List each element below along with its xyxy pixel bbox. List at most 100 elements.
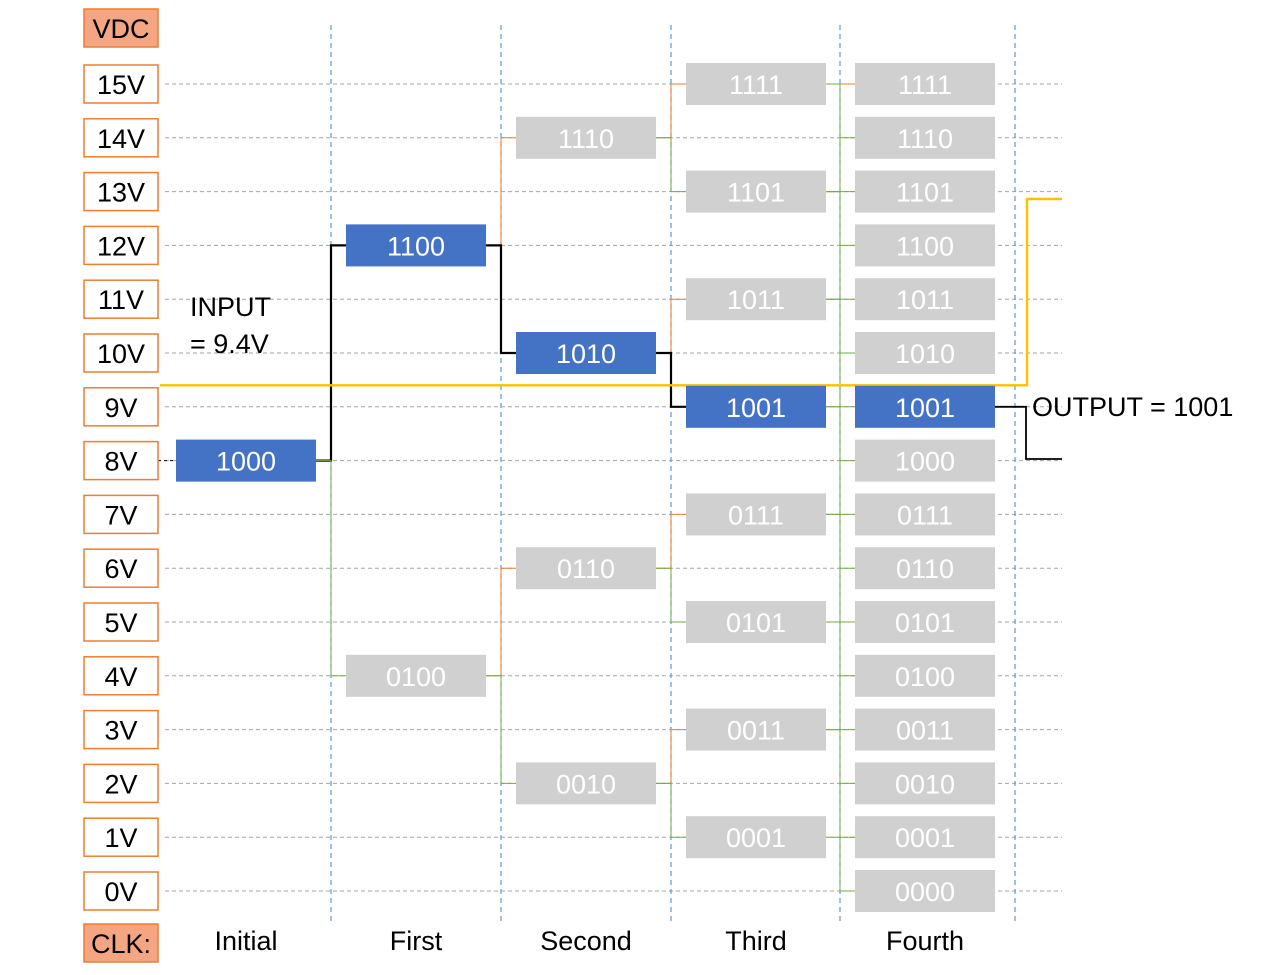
voltage-box-frame <box>83 333 159 373</box>
code-label: 0010 <box>556 769 616 799</box>
code-box-fill <box>855 601 995 643</box>
voltage-box: 3V <box>83 709 159 750</box>
active-path-wire <box>486 244 516 355</box>
voltage-box-text: 0V <box>104 877 137 907</box>
code-box-fill <box>855 170 995 213</box>
active-code-box: 1010 <box>516 332 656 374</box>
code-box-fill <box>346 654 486 697</box>
voltage-box: 10V <box>83 333 159 373</box>
code-box-fill <box>516 332 656 374</box>
code-label: 0100 <box>386 662 446 692</box>
active-path-wire <box>656 351 686 408</box>
clock-step-label: Fourth <box>886 926 964 956</box>
voltage-box-text: 2V <box>104 769 137 799</box>
voltage-box: 4V <box>83 656 159 696</box>
code-box-fill <box>855 547 995 590</box>
active-code-box: 1001 <box>855 385 995 428</box>
voltage-box-text: 13V <box>97 178 145 208</box>
code-box-fill <box>855 63 995 105</box>
code-box-fill <box>516 116 656 159</box>
input-line-group <box>160 197 1062 387</box>
inactive-code-box: 0111 <box>855 493 995 536</box>
inactive-code-box: 0101 <box>855 601 995 643</box>
code-box-fill <box>855 654 995 697</box>
code-box-fill <box>855 332 995 374</box>
code-label: 1010 <box>895 339 955 369</box>
voltage-box-text: 15V <box>97 70 145 100</box>
branch-wire <box>486 675 516 784</box>
code-boxes: 1000 1100 0100 1110 1010 0110 0010 1111 1101 1011… <box>176 63 995 912</box>
code-box-fill <box>516 547 656 590</box>
voltage-box-frame <box>83 763 159 804</box>
voltage-box-frame <box>83 225 159 266</box>
code-label: 1100 <box>387 231 445 261</box>
voltage-box-text: 9V <box>104 393 137 423</box>
code-label: 1110 <box>558 124 614 154</box>
code-label: 1000 <box>895 447 955 477</box>
branch-wire <box>826 513 855 623</box>
input-label-line2: = 9.4V <box>190 329 269 359</box>
voltage-box: 15V <box>83 64 159 104</box>
inactive-code-box: 0010 <box>855 762 995 805</box>
voltage-box-text: 7V <box>104 500 137 530</box>
voltage-box-frame <box>83 279 159 319</box>
inactive-code-box: 0000 <box>855 870 995 912</box>
code-label: 0011 <box>727 716 785 746</box>
voltage-box: 2V <box>83 763 159 804</box>
clock-step-label: Third <box>725 926 787 956</box>
inactive-code-box: 0100 <box>855 654 995 697</box>
code-label: 0001 <box>895 823 955 853</box>
branch-wire <box>656 513 686 569</box>
code-label: 0000 <box>895 877 955 907</box>
code-label: 1110 <box>897 124 953 154</box>
code-label: 1101 <box>896 178 954 208</box>
code-box-fill <box>346 224 486 267</box>
code-box-fill <box>686 816 826 859</box>
code-label: 0101 <box>895 608 955 638</box>
code-box-fill <box>686 170 826 213</box>
labels: INPUT = 9.4V OUTPUT = 1001 <box>190 292 1233 422</box>
inactive-code-box: 0110 <box>516 547 656 590</box>
clock-step-label: Initial <box>214 926 277 956</box>
voltage-box-frame <box>83 871 159 911</box>
code-box-fill <box>855 493 995 536</box>
input-label-line1: INPUT <box>190 292 271 322</box>
voltage-box-frame <box>83 709 159 750</box>
code-label: 1111 <box>898 70 952 100</box>
code-label: 1000 <box>216 447 276 477</box>
code-label: 0111 <box>897 500 953 530</box>
code-label: 1011 <box>727 285 785 315</box>
code-label: 1100 <box>896 231 954 261</box>
active-code-box: 1100 <box>346 224 486 267</box>
code-label: 0010 <box>895 769 955 799</box>
voltage-box-text: 11V <box>98 285 144 315</box>
branch-wire <box>316 460 346 677</box>
code-label: 1001 <box>726 393 786 423</box>
code-box-fill <box>855 116 995 159</box>
clk-header-frame <box>83 923 159 963</box>
inactive-code-box: 1110 <box>855 116 995 159</box>
voltage-box-frame <box>83 548 159 588</box>
voltage-box-text: 4V <box>104 662 137 692</box>
voltage-box: 9V <box>83 387 159 427</box>
clk-header: CLK: <box>83 923 159 963</box>
code-label: 0110 <box>557 554 615 584</box>
voltage-box-text: 5V <box>104 608 137 638</box>
inactive-code-box: 1101 <box>686 170 826 213</box>
voltage-box-text: 1V <box>104 823 137 853</box>
voltage-box: 7V <box>83 494 159 535</box>
voltage-box: 1V <box>83 817 159 857</box>
voltage-axis: VDC 15V 14V 13V 12V 11V 10V 9V 8V 7V 6V 5V 4V 3V 2V 1V 0… <box>83 8 964 963</box>
voltage-box: 11V <box>83 279 159 319</box>
branch-wire <box>656 729 686 784</box>
code-label: 0110 <box>896 554 954 584</box>
voltage-box-frame <box>83 440 159 481</box>
code-box-fill <box>516 762 656 805</box>
branch-wire <box>826 621 855 731</box>
code-label: 1111 <box>729 70 783 100</box>
inactive-code-box: 0110 <box>855 547 995 590</box>
inactive-code-box: 0001 <box>855 816 995 859</box>
voltage-box-text: 14V <box>97 124 145 154</box>
branch-wire <box>826 836 855 892</box>
